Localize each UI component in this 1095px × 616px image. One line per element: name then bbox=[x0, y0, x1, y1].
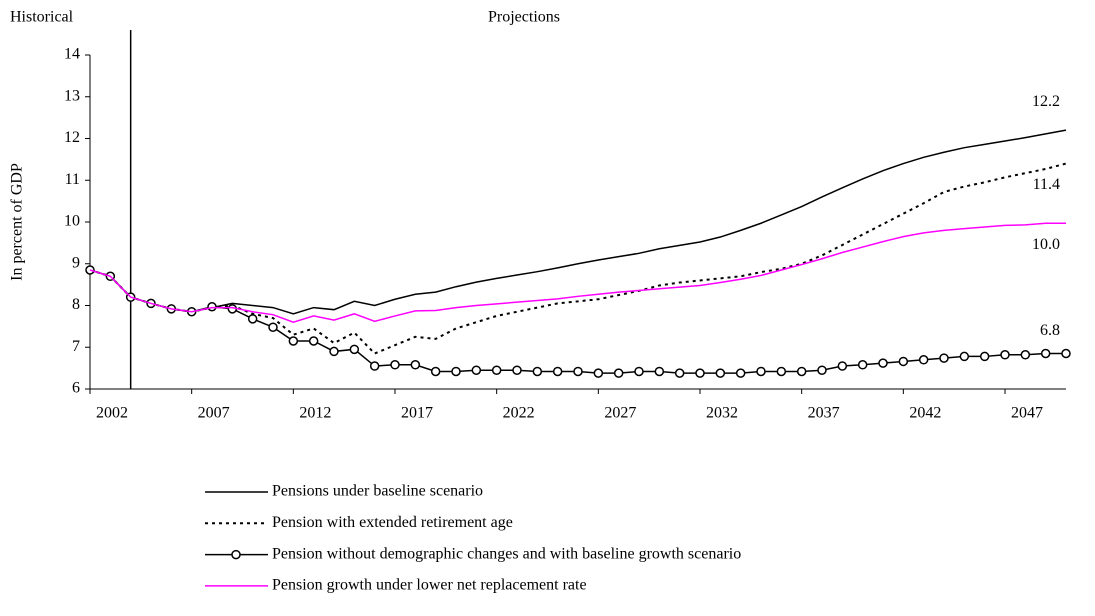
annotation: Historical bbox=[10, 9, 74, 26]
legend-label: Pension growth under lower net replaceme… bbox=[272, 577, 587, 594]
point bbox=[593, 368, 604, 378]
point bbox=[939, 353, 949, 363]
legend-label: Pension with extended retirement age bbox=[272, 514, 513, 531]
point bbox=[634, 366, 644, 377]
point bbox=[369, 361, 380, 371]
point bbox=[837, 361, 848, 371]
point bbox=[776, 366, 787, 377]
y-tick-label: 9 bbox=[72, 254, 80, 271]
x-tick-label: 2017 bbox=[401, 405, 433, 422]
point bbox=[695, 368, 705, 378]
point bbox=[288, 336, 299, 346]
point bbox=[654, 366, 665, 377]
y-tick-label: 6 bbox=[72, 380, 80, 397]
x-tick-label: 2027 bbox=[604, 405, 636, 422]
end-label: 12.2 bbox=[1032, 93, 1060, 110]
x-tick-label: 2042 bbox=[909, 405, 941, 422]
point bbox=[613, 368, 624, 378]
point bbox=[959, 351, 970, 362]
y-axis-label: In percent of GDP bbox=[9, 163, 26, 281]
end-label: 11.4 bbox=[1033, 176, 1060, 193]
y-tick-label: 11 bbox=[65, 171, 80, 188]
series-line bbox=[89, 129, 1067, 315]
series-line bbox=[89, 162, 1067, 355]
x-tick-label: 2002 bbox=[96, 405, 128, 422]
point bbox=[796, 366, 807, 377]
end-label: 10.0 bbox=[1032, 236, 1060, 253]
point bbox=[735, 368, 746, 378]
legend-label: Pensions under baseline scenario bbox=[272, 483, 483, 500]
point bbox=[390, 360, 400, 370]
point bbox=[674, 368, 685, 378]
point bbox=[979, 351, 990, 362]
point bbox=[1000, 350, 1010, 360]
point bbox=[410, 360, 421, 370]
x-tick-label: 2012 bbox=[299, 405, 331, 422]
point bbox=[308, 336, 319, 346]
end-label: 6.8 bbox=[1040, 322, 1060, 339]
point bbox=[857, 360, 868, 370]
legend-label: Pension without demographic changes and … bbox=[272, 545, 741, 562]
point bbox=[1040, 348, 1051, 359]
annotation: Projections bbox=[488, 9, 560, 26]
point bbox=[430, 366, 441, 377]
point bbox=[817, 365, 827, 375]
x-tick-label: 2007 bbox=[198, 405, 230, 422]
y-tick-label: 7 bbox=[72, 338, 80, 355]
legend-marker bbox=[231, 549, 241, 560]
point bbox=[878, 358, 888, 368]
x-tick-label: 2022 bbox=[503, 405, 535, 422]
x-tick-label: 2032 bbox=[706, 405, 738, 422]
point bbox=[491, 365, 502, 375]
point bbox=[451, 366, 461, 377]
point bbox=[573, 366, 583, 377]
point bbox=[471, 365, 482, 375]
y-tick-label: 12 bbox=[64, 129, 80, 146]
point bbox=[247, 314, 258, 324]
y-tick-label: 13 bbox=[64, 87, 80, 104]
point bbox=[329, 346, 339, 357]
point bbox=[532, 366, 543, 377]
point bbox=[512, 365, 522, 375]
x-tick-label: 2047 bbox=[1011, 405, 1043, 422]
point bbox=[715, 368, 726, 378]
x-tick-label: 2037 bbox=[808, 405, 840, 422]
point bbox=[349, 344, 360, 355]
point bbox=[918, 355, 929, 365]
point bbox=[1020, 350, 1031, 360]
point bbox=[552, 366, 563, 377]
y-tick-label: 10 bbox=[64, 213, 80, 230]
point bbox=[207, 302, 217, 312]
series-line bbox=[89, 222, 1066, 323]
point bbox=[1061, 348, 1071, 359]
point bbox=[268, 322, 278, 332]
y-tick-label: 8 bbox=[72, 296, 80, 313]
point bbox=[756, 366, 766, 377]
y-tick-label: 14 bbox=[64, 46, 80, 63]
point bbox=[898, 356, 909, 367]
